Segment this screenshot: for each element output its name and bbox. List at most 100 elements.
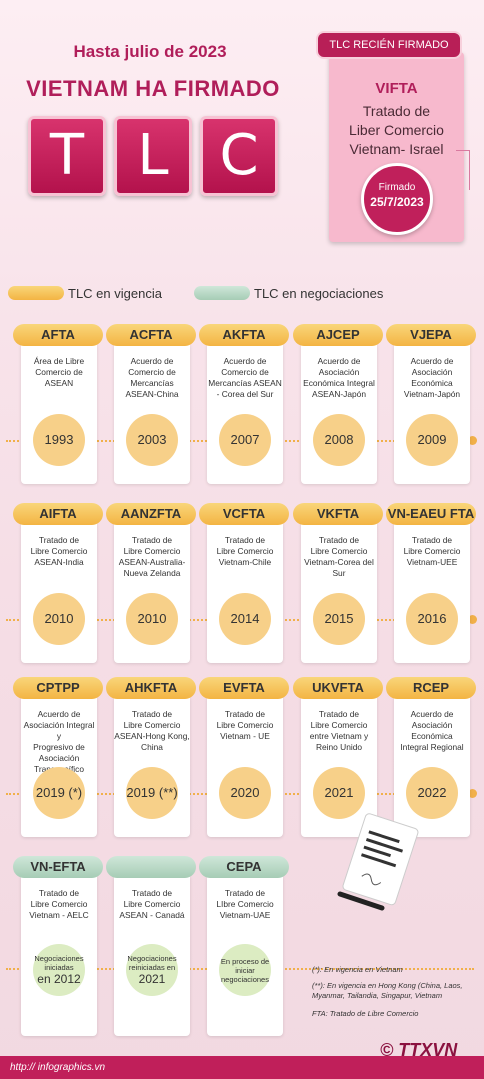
fta-description: Tratado de Libre Comercio ASEAN-Australia-… [114,535,190,579]
fta-name-badge: VKFTA [293,503,383,525]
fta-name-badge: RCEP [386,677,476,699]
fta-description-line: Mercancías [130,378,174,388]
timeline-end-dot [468,436,477,445]
fta-year-circle: 2015 [313,593,365,645]
legend-active-label: TLC en vigencia [68,286,162,301]
fta-description-line: Vietnam-Japón [403,389,461,399]
fta-description: Tratado de Libre Comercio Vietnam-UEE [394,535,470,568]
fta-year-circle: 2020 [219,767,271,819]
fta-description-line: Tratado de [411,535,453,545]
fta-status-circle: Negociaciones reiniciadas en 2021 [126,944,178,996]
legend-negotiating-swatch [194,286,250,300]
fta-description: Tratado de Libre Comercio Vietnam-Chile [207,535,283,568]
fta-description-line: Vietnam-UEE [406,557,458,567]
fta-year-circle: 2022 [406,767,458,819]
fta-description-line: Libre Comercio [123,720,181,730]
fta-description-line: Tratado de [224,888,266,898]
brand-logo: © TTXVN [380,1040,458,1060]
fta-name-badge: ACFTA [106,324,196,346]
fta-description: Tratado de Libre Comercio Vietnam-Corea de… [301,535,377,579]
fta-description-line: ASEAN [44,378,74,388]
signed-date-badge: Firmado 25/7/2023 [361,163,433,235]
fta-description-line: ASEAN - Canadá [119,910,185,920]
fta-description-line: ASEAN-China [125,389,179,399]
fta-description-line: Tratado de [131,888,173,898]
fta-description-line: Económica Integral [303,378,375,388]
legend-negotiating-label: TLC en negociaciones [254,286,384,301]
recent-tag: TLC RECIÉN FIRMADO [316,31,462,59]
fta-description-line: ASEAN-Hong Kong, [114,731,190,741]
fta-description-line: Integral Regional [400,742,464,752]
fta-year-circle: 2021 [313,767,365,819]
fta-description-line: Libre Comercio [216,546,274,556]
fta-status-circle: Negociaciones iniciadas en 2012 [33,944,85,996]
fta-name-badge: VJEPA [386,324,476,346]
fta-status-year: 2021 [138,972,166,986]
fta-year-circle: 2016 [406,593,458,645]
fta-description-line: Asociación Integral y [23,720,95,741]
fta-description-line: Asociación [411,367,453,377]
fta-name-badge: CPTPP [13,677,103,699]
fta-description-line: Libre Comercio [30,899,88,909]
fta-status-circle: En proceso de iniciar negociaciones [219,944,271,996]
fta-description-line: Mercancías ASEAN [208,378,282,388]
fta-description-line: - Corea del Sur [216,389,274,399]
fta-year-circle: 2010 [33,593,85,645]
fta-description-line: ASEAN-India [34,557,84,567]
fta-year-circle: 2003 [126,414,178,466]
fta-description-line: Libre Comercio [216,720,274,730]
fta-description-line: Progresivo de [33,742,85,752]
fta-description-line: Tratado de [38,888,80,898]
fta-name-badge: CEPA [199,856,289,878]
fta-status-text: En proceso de iniciar negociaciones [220,956,270,984]
fta-description-line: Vietnam-Corea del [304,557,374,567]
header-title: VIETNAM HA FIRMADO [26,76,280,101]
header-subtitle: Hasta julio de 2023 [73,42,227,61]
fta-description-line: Comercio de [221,367,269,377]
fta-status-text: Negociaciones iniciadas [34,954,84,972]
fta-description-line: Vietnam - AELC [29,910,89,920]
fta-description-line: Libre Comercio [123,899,181,909]
fta-description: Acuerdo de Asociación Económica Integral AS… [301,356,377,400]
footer-url[interactable]: http:// infographics.vn [10,1062,106,1073]
fta-description-line: Reino Unido [315,742,363,752]
fta-description-line: Acuerdo de [223,356,267,366]
fta-description-line: Tratado de [224,535,266,545]
fta-description-line: Vietnam-UAE [219,910,271,920]
fta-name-badge: AJCEP [293,324,383,346]
fta-description-line: Acuerdo de [410,356,454,366]
fta-description-line: Tratado de [318,535,360,545]
tlc-letter-t: T [28,116,106,196]
fta-description: Tratado de Libre Comercio ASEAN - Canadá [114,888,190,921]
fta-name-badge: AANZFTA [106,503,196,525]
fta-year-circle: 2008 [313,414,365,466]
fta-name-badge: VCFTA [199,503,289,525]
fta-description-line: Vietnam - UE [220,731,270,741]
fta-description-line: China [141,742,163,752]
fta-description-line: Vietnam-Chile [218,557,272,567]
fta-description-line: Área de Libre [33,356,85,366]
fta-description: Acuerdo de Comercio de Mercancías ASEAN-Chi… [114,356,190,400]
fta-description-line: Comercio de [35,367,83,377]
tlc-letter-l: L [114,116,192,196]
fta-name-badge: EVFTA [199,677,289,699]
fta-name-badge: AKFTA [199,324,289,346]
fta-year-circle: 2009 [406,414,458,466]
fta-description: Tratado de Libre Comercio Vietnam - AELC [21,888,97,921]
fta-year-circle: 1993 [33,414,85,466]
fta-name-badge: AIFTA [13,503,103,525]
fta-description: Tratado de Libre Comercio ASEAN-India [21,535,97,568]
fta-description-line: Económica [411,731,453,741]
fta-description-line: Tratado de [318,709,360,719]
recent-desc: Tratado de Liber Comercio Vietnam- Israe… [349,103,444,157]
fta-description: Acuerdo de Asociación Integral y Progresiv… [21,709,97,775]
fta-description-line: ASEAN-Australia- [118,557,186,567]
fta-description-line: Acuerdo de [317,356,361,366]
fta-description-line: Tratado de [131,709,173,719]
fta-year-circle: 2007 [219,414,271,466]
fta-year-circle: 2010 [126,593,178,645]
timeline-end-dot [468,789,477,798]
fta-description: Tratado de LIbre Comercio Vietnam-UAE [207,888,283,921]
fta-description: Acuerdo de Comercio de Mercancías ASEAN - C… [207,356,283,400]
